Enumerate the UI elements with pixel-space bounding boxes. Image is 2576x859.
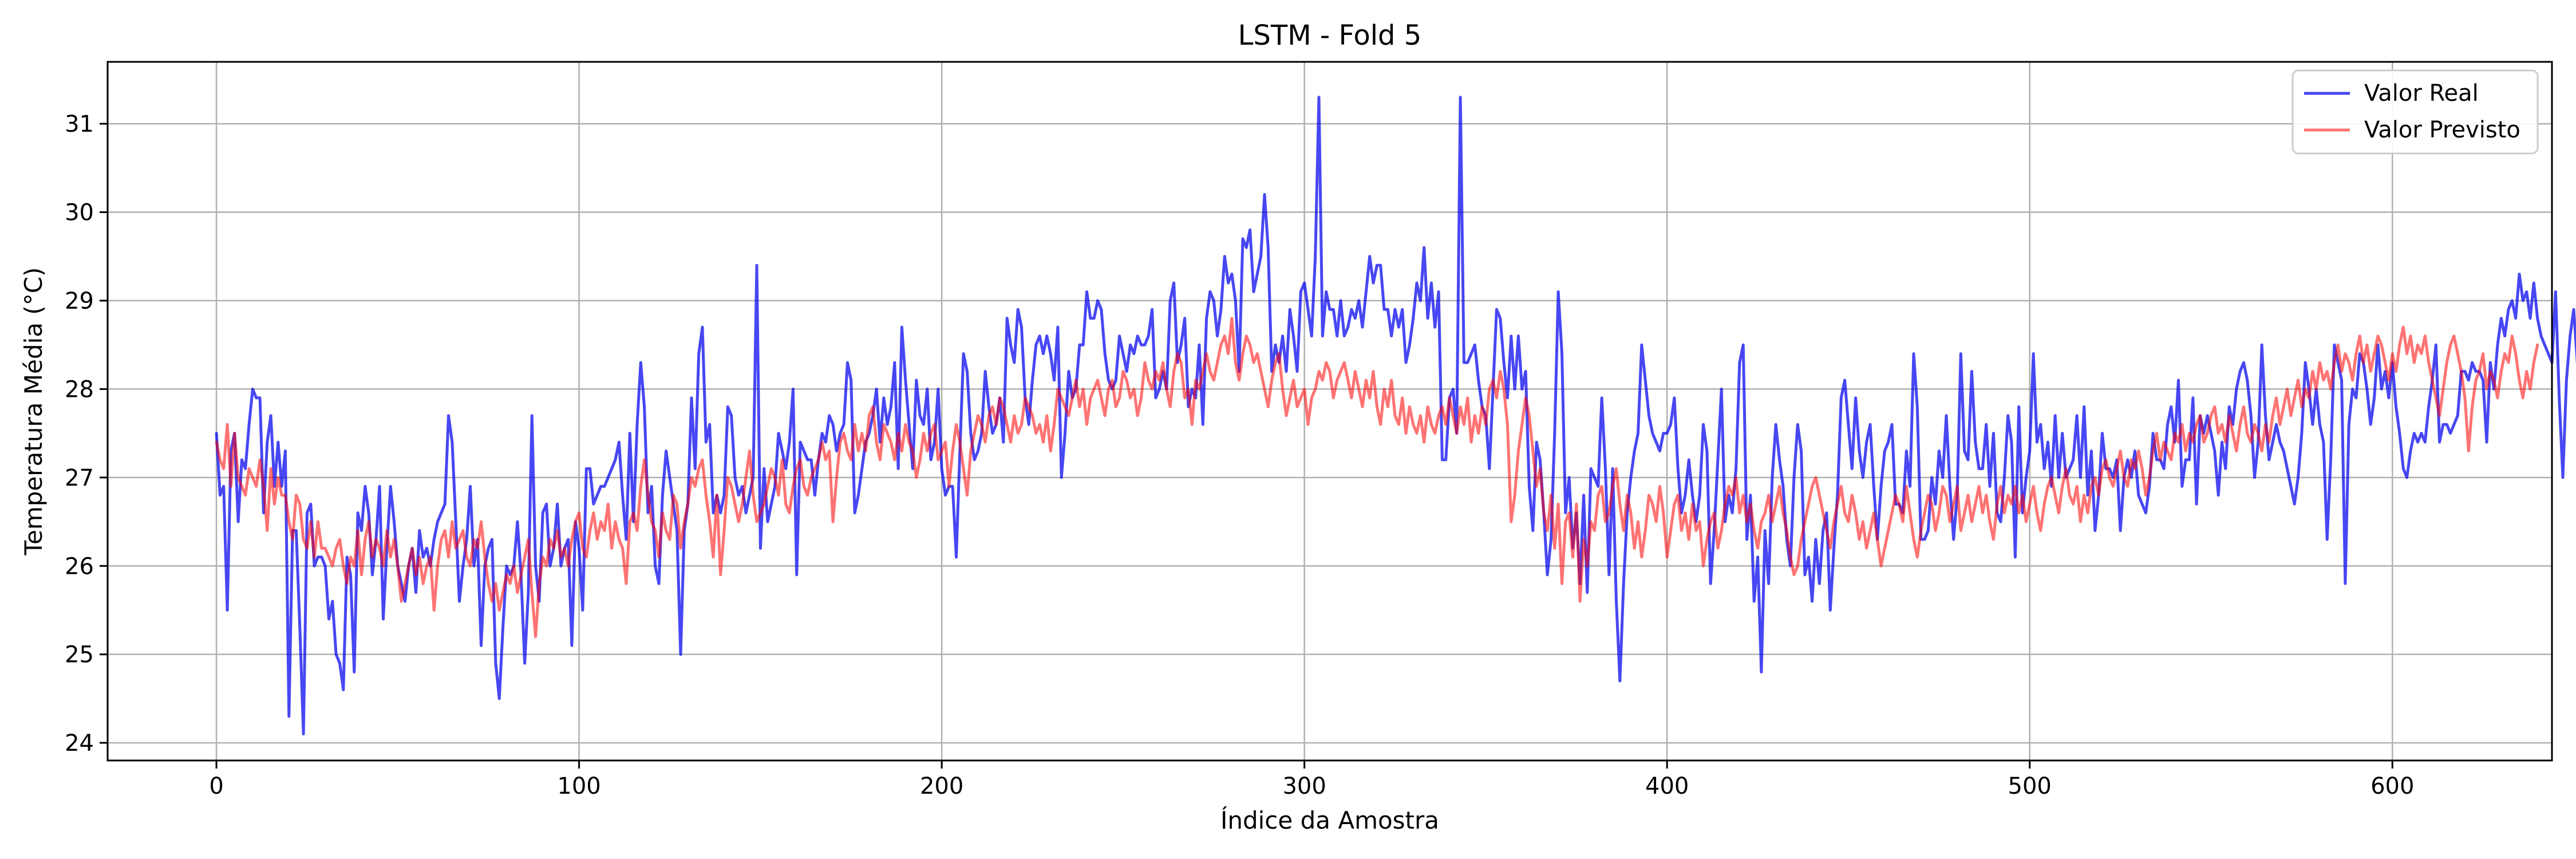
legend-box xyxy=(2291,69,2539,155)
y-tick-label: 30 xyxy=(65,200,94,226)
x-tick-label: 200 xyxy=(920,773,963,799)
series-layer xyxy=(215,96,2576,736)
x-tick-label: 100 xyxy=(557,773,600,799)
series-line-predicted xyxy=(215,317,2539,639)
x-tick-label: 0 xyxy=(209,773,223,799)
y-axis-label: Temperatura Média (°C) xyxy=(19,267,48,556)
axis-ticks: 0 100 200 300 400 500 600 24 25 26 27 28 29 30 31 xyxy=(65,111,2414,799)
legend-label-predicted: Valor Previsto xyxy=(2364,117,2520,143)
x-tick-label: 600 xyxy=(2370,773,2414,799)
y-tick-label: 25 xyxy=(65,642,94,668)
y-tick-label: 27 xyxy=(65,465,94,491)
x-tick-label: 500 xyxy=(2008,773,2052,799)
x-axis-label: Índice da Amostra xyxy=(1220,806,1439,834)
plot-frame xyxy=(106,61,2553,762)
x-tick-label: 300 xyxy=(1282,773,1326,799)
y-tick-label: 31 xyxy=(65,111,94,137)
series-line-real xyxy=(215,96,2576,736)
y-tick-label: 26 xyxy=(65,553,94,580)
y-tick-label: 29 xyxy=(65,288,94,314)
legend: Valor Real Valor Previsto xyxy=(2291,69,2539,155)
y-tick-label: 28 xyxy=(65,376,94,403)
legend-label-real: Valor Real xyxy=(2364,80,2479,107)
y-tick-label: 24 xyxy=(65,730,94,756)
chart-title: LSTM - Fold 5 xyxy=(1238,19,1422,52)
x-tick-label: 400 xyxy=(1645,773,1689,799)
grid-lines xyxy=(108,62,2552,761)
